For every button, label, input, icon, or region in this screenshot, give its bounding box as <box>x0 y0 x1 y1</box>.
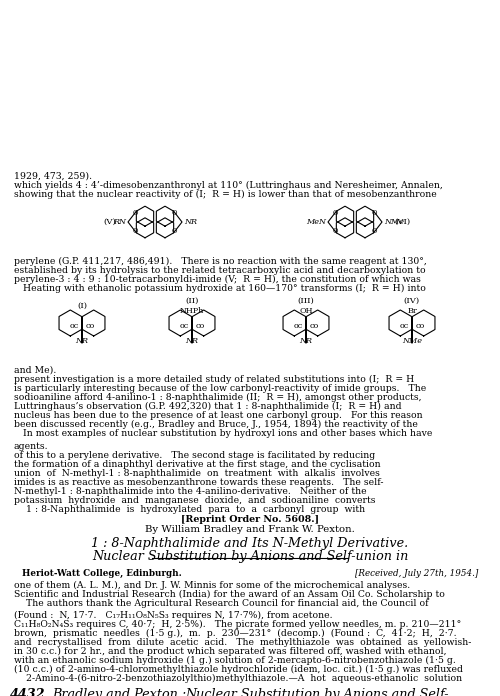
Text: oc: oc <box>70 322 78 331</box>
Text: present investigation is a more detailed study of related substitutions into (I;: present investigation is a more detailed… <box>14 375 414 384</box>
Text: OH: OH <box>299 307 313 315</box>
Text: NHPh: NHPh <box>180 307 204 315</box>
Text: co: co <box>310 322 318 331</box>
Text: [Received, July 27th, 1954.]: [Received, July 27th, 1954.] <box>355 569 478 578</box>
Text: with an ethanolic sodium hydroxide (1 g.) solution of 2-mercapto-6-nitrobenzothi: with an ethanolic sodium hydroxide (1 g.… <box>14 656 456 665</box>
Text: Nuclear Substitution by Anions and Self-union in: Nuclear Substitution by Anions and Self-… <box>92 550 408 563</box>
Text: 2-Amino-4-(6-nitro-2-benzothiazolylthio)methylthiazole.—A  hot  aqueous-ethanoli: 2-Amino-4-(6-nitro-2-benzothiazolylthio)… <box>14 674 462 683</box>
Text: (VI): (VI) <box>394 218 410 226</box>
Text: oc: oc <box>294 322 302 331</box>
Text: been discussed recently (e.g., Bradley and Bruce, J., 1954, 1894) the reactivity: been discussed recently (e.g., Bradley a… <box>14 420 418 429</box>
Text: co: co <box>196 322 204 331</box>
Text: which yields 4 : 4’-dimesobenzanthronyl at 110° (Luttringhaus and Neresheimer, A: which yields 4 : 4’-dimesobenzanthronyl … <box>14 181 443 190</box>
Text: Luttringhaus’s observation (G.P. 492,320) that 1 : 8-naphthalimide (I;  R = H) a: Luttringhaus’s observation (G.P. 492,320… <box>14 402 402 411</box>
Text: NMe: NMe <box>402 337 422 345</box>
Text: co: co <box>416 322 424 331</box>
Text: and  recrystallised  from  dilute  acetic  acid.   The  methylthiazole  was  obt: and recrystallised from dilute acetic ac… <box>14 638 471 647</box>
Text: of this to a perylene derivative.   The second stage is facilitated by reducing: of this to a perylene derivative. The se… <box>14 451 375 460</box>
Text: O: O <box>332 227 338 235</box>
Text: MeN: MeN <box>306 218 326 226</box>
Text: the formation of a dinaphthyl derivative at the first stage, and the cyclisation: the formation of a dinaphthyl derivative… <box>14 460 380 469</box>
Text: (III): (III) <box>298 297 314 305</box>
Text: The authors thank the Agricultural Research Council for financial aid, the Counc: The authors thank the Agricultural Resea… <box>14 599 428 608</box>
Text: Nuclear Substitution by Anions and Self-: Nuclear Substitution by Anions and Self- <box>185 688 448 696</box>
Text: 4432: 4432 <box>10 688 46 696</box>
Text: showing that the nuclear reactivity of (I;  R = H) is lower than that of mesoben: showing that the nuclear reactivity of (… <box>14 190 437 199</box>
Text: Heating with ethanolic potassium hydroxide at 160—170° transforms (I;  R = H) in: Heating with ethanolic potassium hydroxi… <box>14 284 426 293</box>
Text: RN: RN <box>113 218 126 226</box>
Text: (IV): (IV) <box>404 297 420 305</box>
Text: NR: NR <box>300 337 312 345</box>
Text: C₁₁H₈O₂N₄S₃ requires C, 40·7;  H, 2·5%).   The picrate formed yellow needles, m.: C₁₁H₈O₂N₄S₃ requires C, 40·7; H, 2·5%). … <box>14 620 461 629</box>
Text: (V): (V) <box>103 218 116 226</box>
Text: perylene (G.P. 411,217, 486,491).   There is no reaction with the same reagent a: perylene (G.P. 411,217, 486,491). There … <box>14 257 427 266</box>
Text: brown,  prismatic  needles  (1·5 g.),  m.  p.  230—231°  (decomp.)  (Found :  C,: brown, prismatic needles (1·5 g.), m. p.… <box>14 629 456 638</box>
Text: one of them (A. L. M.), and Dr. J. W. Minnis for some of the microchemical analy: one of them (A. L. M.), and Dr. J. W. Mi… <box>14 581 410 590</box>
Text: nucleus has been due to the presence of at least one carbonyl group.   For this : nucleus has been due to the presence of … <box>14 411 422 420</box>
Text: NR: NR <box>186 337 198 345</box>
Text: 1 : 8-Naphthalimide and Its N-Methyl Derivative.: 1 : 8-Naphthalimide and Its N-Methyl Der… <box>92 537 408 550</box>
Text: (10 c.c.) of 2-amino-4-chloromethylthiazole hydrochloride (idem, loc. cit.) (1·5: (10 c.c.) of 2-amino-4-chloromethylthiaz… <box>14 665 463 674</box>
Text: in 30 c.c.) for 2 hr., and the product which separated was filtered off, washed : in 30 c.c.) for 2 hr., and the product w… <box>14 647 446 656</box>
Text: O: O <box>132 209 138 217</box>
Text: union  of  N-methyl-1 : 8-naphthalimide  on  treatment  with  alkalis  involves: union of N-methyl-1 : 8-naphthalimide on… <box>14 469 380 478</box>
Text: O: O <box>332 209 338 217</box>
Text: imides is as reactive as mesobenzanthrone towards these reagents.   The self-: imides is as reactive as mesobenzanthron… <box>14 478 384 487</box>
Text: Scientific and Industrial Research (India) for the award of an Assam Oil Co. Sch: Scientific and Industrial Research (Indi… <box>14 590 445 599</box>
Text: Br: Br <box>407 307 417 315</box>
Text: N-methyl-1 : 8-naphthalimide into the 4-anilino-derivative.   Neither of the: N-methyl-1 : 8-naphthalimide into the 4-… <box>14 487 366 496</box>
Text: established by its hydrolysis to the related tetracarboxylic acid and decarboxyl: established by its hydrolysis to the rel… <box>14 266 426 275</box>
Text: NR: NR <box>76 337 88 345</box>
Text: potassium  hydroxide  and  manganese  dioxide,  and  sodioaniline  converts: potassium hydroxide and manganese dioxid… <box>14 496 376 505</box>
Text: (II): (II) <box>185 297 199 305</box>
Text: NR: NR <box>184 218 197 226</box>
Text: 1929, 473, 259).: 1929, 473, 259). <box>14 172 92 181</box>
Text: oc: oc <box>400 322 408 331</box>
Text: In most examples of nuclear substitution by hydroxyl ions and other bases which : In most examples of nuclear substitution… <box>14 429 432 438</box>
Text: agents.: agents. <box>14 442 48 451</box>
Text: Heriot-Watt College, Edinburgh.: Heriot-Watt College, Edinburgh. <box>22 569 182 578</box>
Text: [Reprint Order No. 5608.]: [Reprint Order No. 5608.] <box>181 515 319 524</box>
Text: By William Bradley and Frank W. Pexton.: By William Bradley and Frank W. Pexton. <box>145 525 355 534</box>
Text: perylene-3 : 4 : 9 : 10-tetracarbonyldi-imide (V;  R = H), the constitution of w: perylene-3 : 4 : 9 : 10-tetracarbonyldi-… <box>14 275 421 284</box>
Text: 1 : 8-Naphthalimide  is  hydroxylated  para  to  a  carbonyl  group  with: 1 : 8-Naphthalimide is hydroxylated para… <box>14 505 365 514</box>
Text: is particularly interesting because of the low carbonyl-reactivity of imide grou: is particularly interesting because of t… <box>14 384 426 393</box>
Text: O: O <box>372 209 378 217</box>
Text: sodioaniline afford 4-anilino-1 : 8-naphthalimide (II;  R = H), amongst other pr: sodioaniline afford 4-anilino-1 : 8-naph… <box>14 393 422 402</box>
Text: O: O <box>372 227 378 235</box>
Text: NMe: NMe <box>384 218 404 226</box>
Text: O: O <box>172 209 178 217</box>
Text: oc: oc <box>180 322 188 331</box>
Text: co: co <box>86 322 94 331</box>
Text: (I): (I) <box>77 302 87 310</box>
Text: Bradley and Pexton :: Bradley and Pexton : <box>52 688 186 696</box>
Text: O: O <box>172 227 178 235</box>
Text: O: O <box>132 227 138 235</box>
Text: and Me).: and Me). <box>14 366 56 375</box>
Text: (Found :  N, 17·7.   C₁₇H₁₁O₈N₅S₃ requires N, 17·7%), from acetone.: (Found : N, 17·7. C₁₇H₁₁O₈N₅S₃ requires … <box>14 611 332 620</box>
